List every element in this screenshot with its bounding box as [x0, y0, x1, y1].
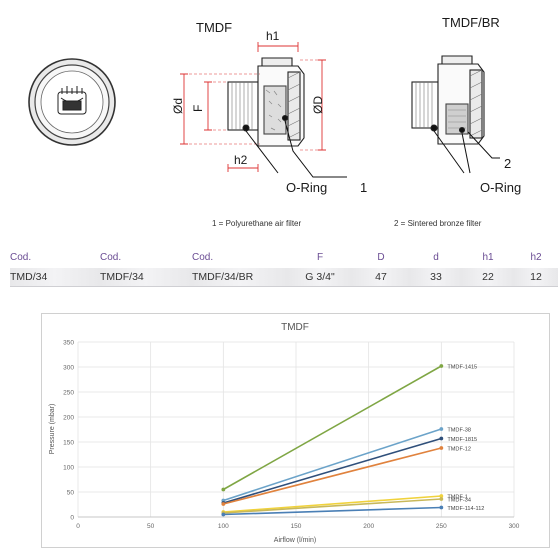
x-tick-label: 100	[218, 523, 229, 530]
x-tick-label: 250	[436, 523, 447, 530]
chart-title: TMDF	[281, 322, 309, 333]
label-tmdf: TMDF	[196, 20, 232, 35]
callout-1: 1	[360, 180, 367, 195]
label-o-ring-right: O-Ring	[480, 180, 521, 195]
header-d: d	[433, 251, 439, 263]
header-cod-3: Cod.	[192, 251, 214, 263]
chart-canvas: TMDF Airflow (l/min) Pressure (mbar) 0 50…	[49, 322, 520, 544]
label-tmdf-br: TMDF/BR	[442, 15, 500, 30]
y-tick-label: 100	[63, 465, 74, 472]
technical-drawings: TMDF h1 Ød F ØD h2 O-Ring 1 TMDF/BR	[28, 15, 521, 195]
series-label: TMDF-1415	[447, 365, 477, 371]
series-line-tmdf-1415	[222, 365, 442, 491]
data-point	[221, 512, 226, 517]
cell-tmd-34: TMD/34	[10, 268, 100, 287]
cell-F: G 3/4"	[288, 268, 352, 287]
top-view	[28, 58, 116, 146]
series-label: TMDF-34	[447, 498, 471, 504]
series-label: TMDF-38	[447, 428, 471, 434]
cell-d: 33	[410, 268, 462, 287]
series-line-tmdf-38	[223, 428, 442, 502]
y-tick-label: 0	[70, 515, 74, 522]
cell-D: 47	[352, 268, 410, 287]
data-point	[439, 436, 444, 441]
series-label: TMDF-114-112	[447, 506, 484, 512]
note-sintered-bronze: 2 = Sintered bronze filter	[394, 219, 482, 228]
cell-tmdf-34-br: TMDF/34/BR	[192, 268, 288, 287]
series-line-tmdf-1	[223, 495, 442, 513]
dim-phi-D: ØD	[311, 96, 325, 114]
header-D: D	[377, 251, 385, 263]
dim-F: F	[191, 105, 205, 112]
dim-h2: h2	[234, 153, 248, 167]
label-o-ring-left: O-Ring	[286, 180, 327, 195]
series-line-tmdf-1815	[223, 437, 442, 504]
series-line-tmdf-12	[223, 447, 442, 505]
x-tick-label: 50	[147, 523, 155, 530]
cell-h1: 22	[462, 268, 514, 287]
note-polyurethane: 1 = Polyurethane air filter	[212, 219, 302, 228]
dim-phi-d: Ød	[171, 98, 185, 114]
section-view-tmdf	[180, 42, 347, 178]
data-point	[439, 497, 444, 501]
data-point	[439, 494, 444, 498]
chart-ticks: 0 50 100 150 200 250 300 350 0 50 100 150 200 250 300	[63, 340, 520, 531]
x-tick-label: 300	[509, 523, 520, 530]
y-tick-label: 150	[63, 440, 74, 447]
header-F: F	[316, 251, 324, 263]
chart-xlabel: Airflow (l/min)	[274, 537, 316, 544]
x-tick-label: 150	[291, 523, 302, 530]
data-point	[439, 505, 444, 510]
y-tick-label: 200	[63, 415, 74, 422]
data-point	[439, 364, 444, 368]
series-label: TMDF-1	[447, 495, 468, 501]
y-tick-label: 50	[67, 490, 75, 497]
y-tick-label: 300	[63, 365, 74, 372]
callout-2: 2	[504, 156, 511, 171]
header-h1: h1	[482, 251, 494, 263]
chart-ylabel: Pressure (mbar)	[49, 404, 56, 455]
series-label: TMDF-12	[447, 447, 471, 453]
pressure-chart: TMDF Airflow (l/min) Pressure (mbar) 0 50…	[41, 313, 550, 548]
filter-symbol-icon	[57, 86, 87, 115]
series-line-tmdf-114-112	[223, 506, 442, 516]
header-h2: h2	[530, 251, 542, 263]
table-header-row: Cod. Cod. Cod. F D d h1 h2	[10, 250, 558, 268]
x-tick-label: 200	[363, 523, 374, 530]
cell-h2: 12	[514, 268, 558, 287]
chart-series: TMDF-1415TMDF-38TMDF-1815TMDF-12TMDF-1TM…	[221, 364, 484, 517]
series-line-tmdf-34	[223, 498, 442, 514]
spec-table: Cod. Cod. Cod. F D d h1 h2 TMD/34 TMDF/3…	[10, 250, 558, 287]
data-point	[439, 427, 444, 431]
series-label: TMDF-1815	[447, 437, 477, 443]
section-view-tmdf-br	[411, 55, 500, 174]
cell-tmdf-34: TMDF/34	[100, 268, 192, 287]
header-cod-1: Cod.	[10, 251, 32, 263]
data-point	[221, 502, 226, 506]
chart-grid	[77, 341, 515, 518]
data-point	[221, 487, 226, 492]
y-tick-label: 250	[63, 390, 74, 397]
dim-h1: h1	[266, 29, 280, 43]
header-cod-2: Cod.	[100, 251, 122, 263]
x-tick-label: 0	[76, 523, 80, 530]
data-point	[439, 446, 444, 450]
y-tick-label: 350	[63, 340, 74, 347]
table-row: TMD/34 TMDF/34 TMDF/34/BR G 3/4" 47 33 2…	[10, 268, 558, 287]
